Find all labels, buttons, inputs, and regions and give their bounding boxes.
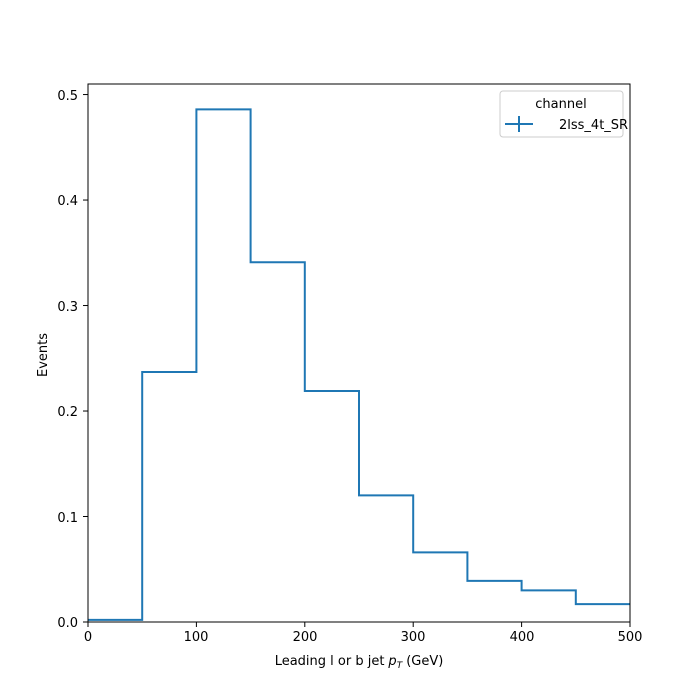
x-tick-label: 500 (618, 630, 643, 645)
y-tick-label: 0.1 (57, 511, 78, 526)
x-axis-label-symbol: p (387, 654, 396, 669)
plot-frame (87, 83, 631, 623)
legend-marker (505, 116, 533, 132)
legend-entry-label: 2lss_4t_SR (559, 118, 628, 133)
y-axis-label: Events (36, 333, 51, 377)
x-tick-label: 100 (184, 630, 209, 645)
y-tick-label: 0.0 (57, 616, 78, 631)
x-axis-label-subscript: T (397, 661, 404, 671)
y-tick-label: 0.4 (57, 194, 78, 209)
x-tick-label: 200 (293, 630, 318, 645)
y-tick-label: 0.3 (57, 300, 78, 315)
y-tick-labels: 0.0 0.1 0.2 0.3 0.4 0.5 (57, 89, 78, 631)
x-axis-label-text: Leading l or b jet (275, 654, 385, 669)
x-tick-label: 400 (510, 630, 535, 645)
x-axis-label: Leading l or b jet pT (GeV) (275, 654, 444, 671)
x-axis-label-unit: (GeV) (406, 654, 443, 669)
series-layer (88, 108, 630, 621)
x-tick-label: 0 (84, 630, 92, 645)
legend-box (499, 90, 624, 138)
tick-marks (83, 94, 631, 627)
legend: channel 2lss_4t_SR (499, 90, 628, 138)
y-tick-label: 0.5 (57, 89, 78, 104)
x-tick-labels: 0 100 200 300 400 500 (84, 630, 643, 645)
x-tick-label: 300 (401, 630, 426, 645)
legend-title: channel (535, 97, 586, 112)
y-tick-label: 0.2 (57, 405, 78, 420)
series-step-line (88, 108, 630, 621)
